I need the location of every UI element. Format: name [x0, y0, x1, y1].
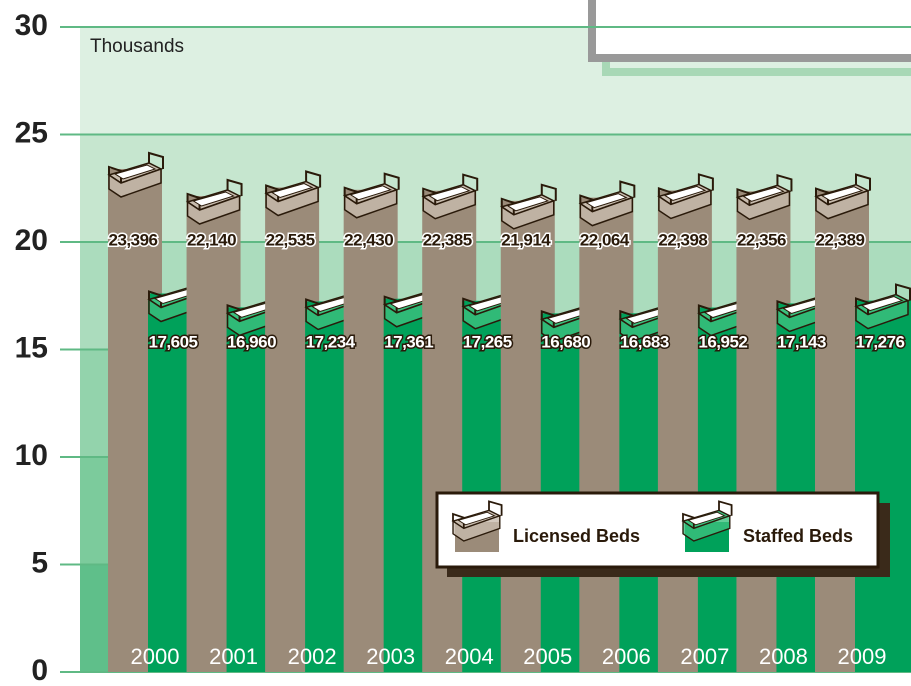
value-label: 17,276	[856, 332, 905, 351]
value-label: 17,265	[463, 332, 512, 351]
y-tick-label: 10	[15, 439, 48, 472]
y-tick-label: 30	[15, 9, 48, 42]
legend: Licensed Beds Staffed Beds	[437, 493, 890, 577]
value-label: 17,143	[777, 332, 826, 351]
y-tick-label: 20	[15, 224, 48, 257]
value-label: 22,398	[658, 230, 707, 249]
legend-label: Licensed Beds	[513, 526, 640, 546]
x-tick-label: 2008	[759, 644, 808, 669]
value-label: 17,361	[384, 332, 433, 351]
decor-box	[592, 0, 911, 58]
x-tick-label: 2002	[288, 644, 337, 669]
value-label: 16,680	[541, 332, 590, 351]
y-tick-label: 15	[15, 331, 48, 364]
value-label: 22,535	[266, 230, 315, 249]
value-label: 22,389	[816, 230, 865, 249]
x-tick-label: 2001	[209, 644, 258, 669]
x-tick-label: 2003	[366, 644, 415, 669]
value-label: 21,914	[501, 230, 551, 249]
chart: 0 5 10 15 20 25 30 23,396 17,605 2000 22,140 16,96…	[0, 0, 911, 686]
y-tick-label: 0	[31, 654, 48, 686]
x-tick-label: 2004	[445, 644, 494, 669]
x-tick-label: 2000	[131, 644, 180, 669]
bar	[855, 301, 911, 672]
value-label: 22,140	[187, 230, 236, 249]
y-unit-label: Thousands	[90, 36, 184, 57]
x-tick-label: 2006	[602, 644, 651, 669]
x-tick-label: 2007	[680, 644, 729, 669]
value-label: 16,952	[698, 332, 747, 351]
value-label: 22,430	[344, 230, 393, 249]
value-label: 17,605	[149, 332, 198, 351]
legend-label: Staffed Beds	[743, 526, 853, 546]
value-label: 16,960	[227, 332, 276, 351]
value-label: 16,683	[620, 332, 669, 351]
value-label: 22,064	[580, 230, 630, 249]
value-label: 22,356	[737, 230, 786, 249]
y-tick-label: 25	[15, 116, 48, 149]
x-tick-label: 2005	[523, 644, 572, 669]
value-label: 17,234	[306, 332, 356, 351]
value-label: 23,396	[109, 230, 158, 249]
y-tick-label: 5	[31, 546, 48, 579]
x-tick-label: 2009	[838, 644, 887, 669]
value-label: 22,385	[423, 230, 472, 249]
